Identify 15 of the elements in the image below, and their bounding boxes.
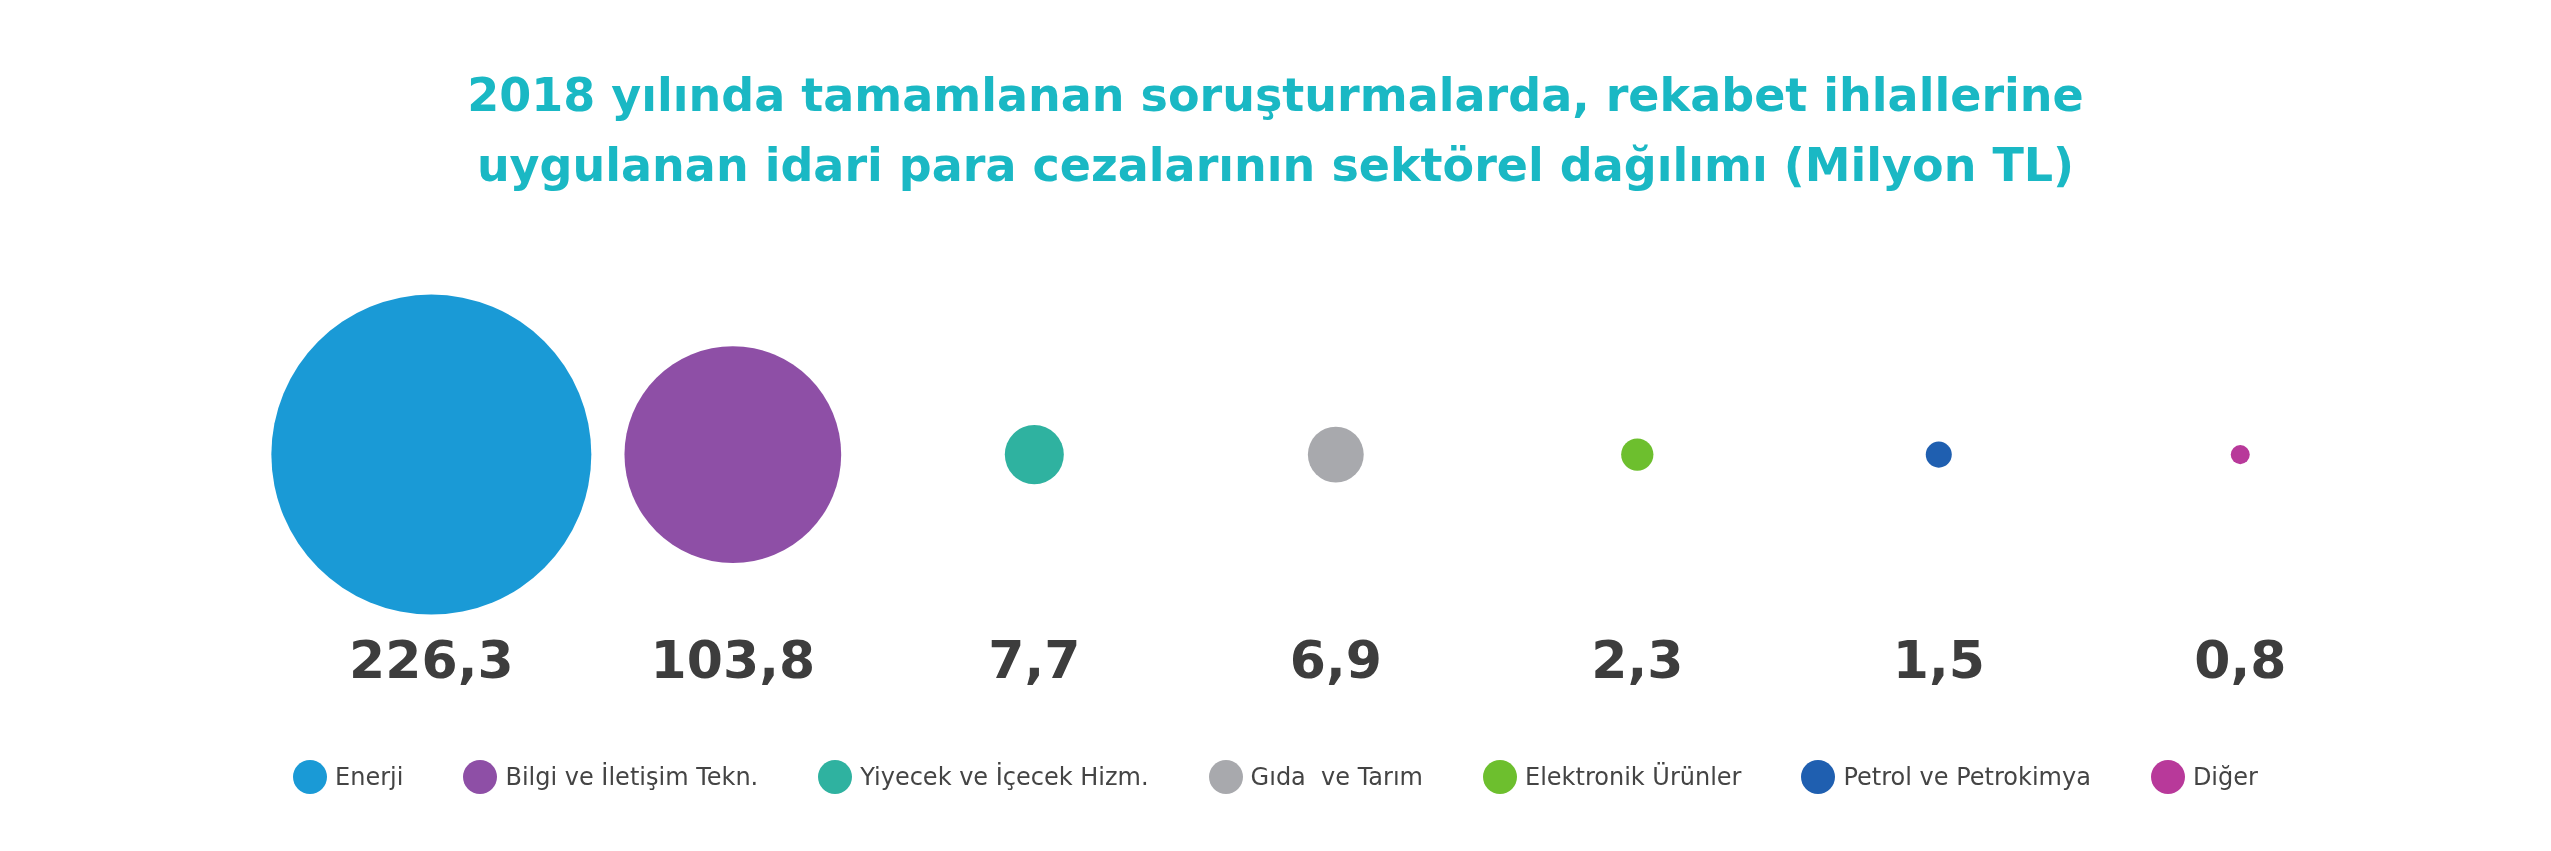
data-label: 2,3 [1591,630,1684,691]
legend-label: Bilgi ve İletişim Tekn. [505,763,759,791]
legend-label: Yiyecek ve İçecek Hizm. [860,763,1149,791]
legend-label: Elektronik Ürünler [1524,763,1742,791]
legend-label: Petrol ve Petrokimya [1843,763,2091,791]
legend-label: Diğer [2192,763,2258,791]
text: 2018 yılında tamamlanan soruşturmalarda, rekabet ihlallerine uygulanan idari para cezalarının sektörel dağılımı (Milyon TL) [466,67,2085,194]
data-label: 1,5 [1892,630,1985,691]
data-label: 226,3 [349,630,514,691]
data-label: 6,9 [1289,630,1382,691]
legend-label: Gıda ve Tarım [1250,763,1423,791]
legend-label: Enerji [335,763,404,791]
data-label: 103,8 [650,630,816,691]
data-label: 7,7 [988,630,1081,691]
data-label: 0,8 [2194,630,2287,691]
